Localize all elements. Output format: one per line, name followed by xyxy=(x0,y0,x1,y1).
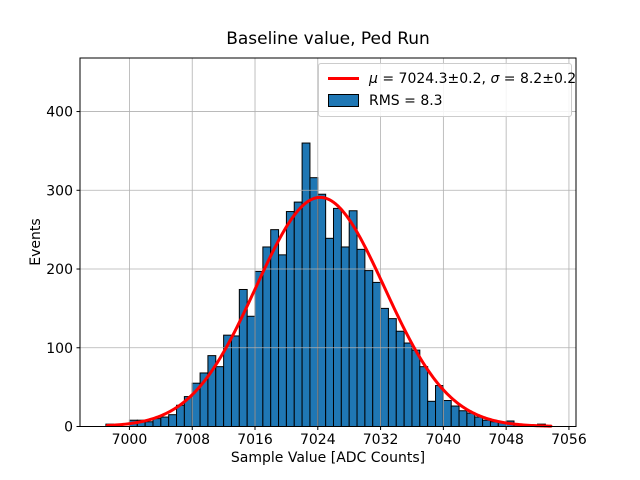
rms-label: RMS = 8.3 xyxy=(369,92,443,109)
legend-entry-fit: μ = 7024.3±0.2, σ = 8.2±0.2 xyxy=(328,69,576,88)
histogram-bar xyxy=(482,419,491,428)
histogram-bar xyxy=(419,366,429,428)
x-tick-label: 7008 xyxy=(174,432,210,448)
histogram-bar xyxy=(340,246,350,427)
x-tick-label: 7056 xyxy=(551,432,587,448)
histogram-bar xyxy=(246,315,256,428)
histogram-bar xyxy=(332,207,342,427)
legend: μ = 7024.3±0.2, σ = 8.2±0.2 RMS = 8.3 xyxy=(318,63,576,117)
fit-label: μ = 7024.3±0.2, σ = 8.2±0.2 xyxy=(369,70,577,87)
chart-title: Baseline value, Ped Run xyxy=(226,29,430,49)
gridlines xyxy=(80,58,576,427)
x-tick-label: 7016 xyxy=(237,432,273,448)
histogram-bar xyxy=(356,248,366,427)
plot-border xyxy=(79,57,577,427)
histogram-bar xyxy=(278,254,287,427)
histogram-bar xyxy=(215,366,225,428)
y-tick-label: 300 xyxy=(46,183,73,199)
histogram-bar xyxy=(387,318,397,428)
histogram-bar xyxy=(450,405,460,427)
y-tick-label: 0 xyxy=(64,420,73,436)
histogram-bar xyxy=(348,210,358,427)
histogram-bar xyxy=(474,416,484,427)
histogram-bar xyxy=(411,349,421,427)
histogram-bar xyxy=(317,193,327,427)
x-tick-label: 7032 xyxy=(363,432,399,448)
histogram-bar xyxy=(309,177,319,427)
y-tick-label: 100 xyxy=(46,341,73,357)
histogram-bar xyxy=(262,246,272,427)
histogram-bar xyxy=(270,229,280,427)
axis-ticks: 7000 7008 7016 7024 7032 7040 7048 7056 0 100 200 3… xyxy=(46,105,587,448)
histogram-bar xyxy=(285,211,295,427)
histogram-bar xyxy=(372,281,382,427)
histogram-bar xyxy=(442,400,452,427)
gaussian-fit-curve xyxy=(105,195,553,428)
x-tick-label: 7024 xyxy=(300,432,336,448)
histogram-bar xyxy=(458,410,468,427)
histogram-bar xyxy=(144,421,154,427)
histogram-bar xyxy=(395,330,405,428)
histogram-bar xyxy=(254,270,264,427)
x-axis-label: Sample Value [ADC Counts] xyxy=(230,450,426,466)
legend-entry-histogram: RMS = 8.3 xyxy=(328,91,562,110)
histogram-bar xyxy=(435,385,444,427)
histogram-bar xyxy=(230,335,240,428)
histogram-bar xyxy=(403,342,413,428)
x-tick-label: 7048 xyxy=(488,432,524,448)
histogram-bar xyxy=(364,270,374,427)
histogram-bar xyxy=(168,414,178,428)
histogram-patch-swatch xyxy=(328,94,359,107)
histogram-bar xyxy=(466,412,476,427)
x-tick-label: 7040 xyxy=(426,432,462,448)
x-tick-label: 7000 xyxy=(112,432,148,448)
histogram-bar xyxy=(427,400,437,427)
histogram-bar xyxy=(380,307,389,428)
histogram-bar xyxy=(293,201,303,427)
y-tick-label: 400 xyxy=(46,105,73,121)
histogram-bar xyxy=(160,416,170,427)
histogram-bar xyxy=(301,142,311,427)
histogram-bar xyxy=(325,237,334,427)
y-tick-label: 200 xyxy=(46,262,73,278)
fit-line-swatch xyxy=(328,77,359,80)
y-axis-label: Events xyxy=(28,218,44,266)
